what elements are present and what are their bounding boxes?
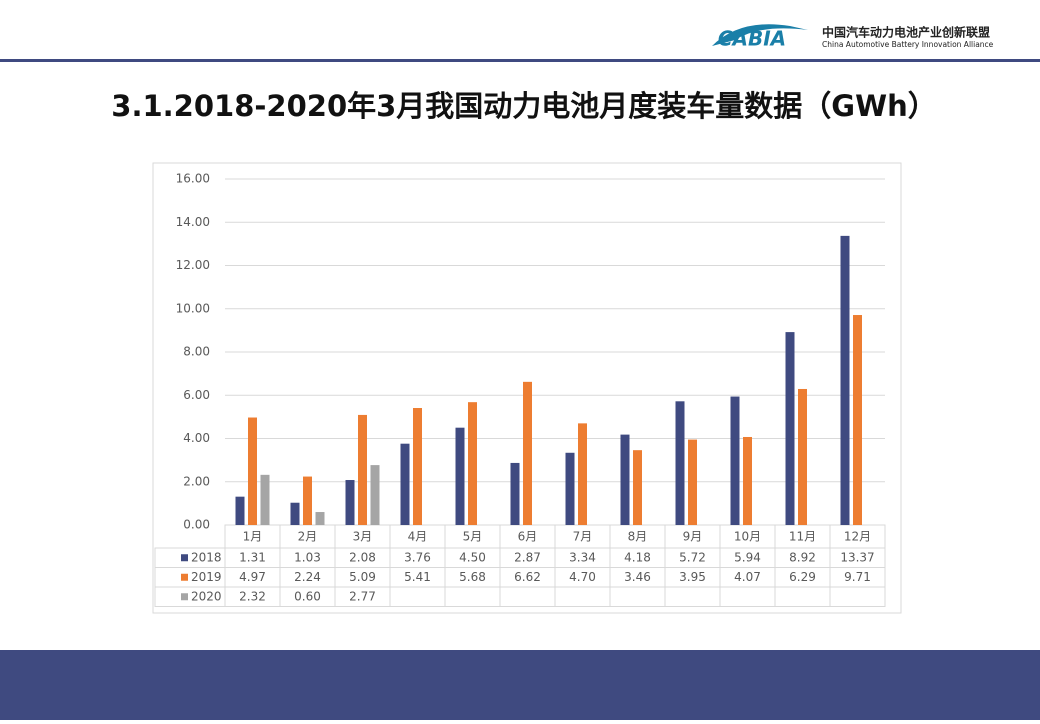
data-label: 2.32 <box>239 589 266 603</box>
x-tick-label: 12月 <box>844 530 871 544</box>
data-label: 4.07 <box>734 570 761 584</box>
legend-key <box>181 593 188 601</box>
data-label: 2.77 <box>349 589 376 603</box>
table-cell <box>829 586 886 607</box>
x-tick-label: 3月 <box>353 530 373 544</box>
org-en: China Automotive Battery Innovation Alli… <box>822 40 994 49</box>
bar <box>730 396 740 525</box>
bar <box>675 401 685 525</box>
data-label: 2.24 <box>294 570 321 584</box>
bar <box>358 414 367 525</box>
data-label: 4.70 <box>569 570 596 584</box>
x-tick-label: 10月 <box>734 530 761 544</box>
data-label: 4.50 <box>459 550 486 564</box>
footer-band <box>0 650 1040 720</box>
bar <box>455 427 465 525</box>
bar <box>413 408 422 525</box>
x-tick-label: 8月 <box>628 530 648 544</box>
y-tick-label: 0.00 <box>183 518 210 532</box>
y-tick-label: 12.00 <box>176 258 210 272</box>
data-label: 5.68 <box>459 570 486 584</box>
bar <box>235 496 245 525</box>
data-label: 5.72 <box>679 550 706 564</box>
x-tick-label: 5月 <box>463 530 483 544</box>
data-label: 5.94 <box>734 550 761 564</box>
data-label: 3.46 <box>624 570 651 584</box>
header-rule <box>0 59 1040 62</box>
y-tick-label: 10.00 <box>176 301 210 315</box>
bar <box>260 474 270 525</box>
bar <box>798 388 807 525</box>
bar <box>633 450 642 525</box>
data-label: 1.31 <box>239 550 266 564</box>
data-label: 2.87 <box>514 550 541 564</box>
bar <box>290 502 300 525</box>
data-label: 4.18 <box>624 550 651 564</box>
data-label: 13.37 <box>840 550 874 564</box>
x-tick-label: 4月 <box>408 530 428 544</box>
logo-text: CABIA <box>718 27 786 51</box>
x-tick-label: 1月 <box>243 530 263 544</box>
data-label: 6.29 <box>789 570 816 584</box>
x-tick-label: 7月 <box>573 530 593 544</box>
bar <box>523 381 532 525</box>
bar <box>688 439 697 525</box>
data-label: 0.60 <box>294 589 321 603</box>
bar <box>510 462 520 525</box>
data-label: 5.41 <box>404 570 431 584</box>
data-label: 3.95 <box>679 570 706 584</box>
x-tick-label: 6月 <box>518 530 538 544</box>
data-label: 4.97 <box>239 570 266 584</box>
data-label: 5.09 <box>349 570 376 584</box>
bar <box>743 436 752 525</box>
data-label: 3.34 <box>569 550 596 564</box>
x-tick-label: 2月 <box>298 530 318 544</box>
legend-key <box>181 573 188 581</box>
data-label: 2.08 <box>349 550 376 564</box>
bar <box>853 315 862 525</box>
y-tick-label: 4.00 <box>183 431 210 445</box>
x-tick-label: 11月 <box>789 530 816 544</box>
bar <box>400 443 410 525</box>
bar <box>840 235 850 525</box>
bar <box>578 423 587 525</box>
logo-swoosh <box>712 24 808 46</box>
bar <box>565 452 575 525</box>
data-label: 1.03 <box>294 550 321 564</box>
legend-label: 2018 <box>191 550 222 564</box>
slide-title: 3.1.2018-2020年3月我国动力电池月度装车量数据（GWh） <box>111 89 936 123</box>
bar <box>620 434 630 525</box>
legend-label: 2019 <box>191 570 222 584</box>
bar <box>370 465 380 525</box>
x-tick-label: 9月 <box>683 530 703 544</box>
legend-key <box>181 554 188 562</box>
bar <box>303 476 312 525</box>
org-cn: 中国汽车动力电池产业创新联盟 <box>822 25 990 40</box>
y-tick-label: 6.00 <box>183 388 210 402</box>
legend-label: 2020 <box>191 589 222 603</box>
bar <box>345 480 355 525</box>
bar <box>248 417 257 525</box>
bar <box>315 512 325 525</box>
bar <box>785 332 795 525</box>
chart: 0.00 2.00 4.00 6.00 8.00 10.00 12.00 14.00 16.00… <box>154 172 886 607</box>
data-label: 8.92 <box>789 550 816 564</box>
y-tick-label: 16.00 <box>176 172 210 186</box>
y-tick-label: 2.00 <box>183 474 210 488</box>
y-tick-label: 8.00 <box>183 345 210 359</box>
bar <box>468 402 477 525</box>
data-label: 9.71 <box>844 570 871 584</box>
data-label: 3.76 <box>404 550 431 564</box>
y-tick-label: 14.00 <box>176 215 210 229</box>
data-label: 6.62 <box>514 570 541 584</box>
